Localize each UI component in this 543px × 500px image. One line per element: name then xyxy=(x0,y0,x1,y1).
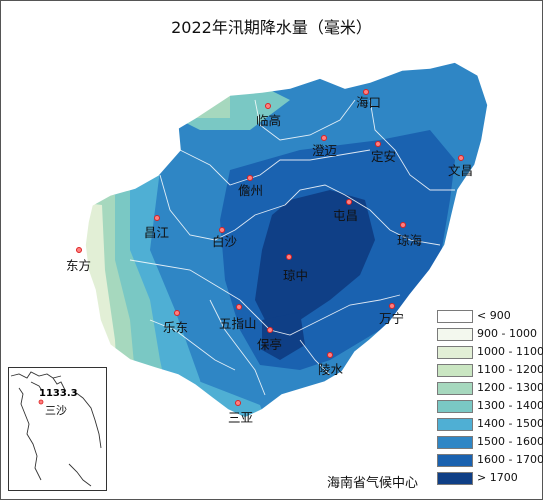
legend-swatch xyxy=(437,418,473,431)
map-title: 2022年汛期降水量（毫米） xyxy=(171,18,372,37)
legend-label: 1000 - 1100 xyxy=(477,345,543,358)
legend-item: 1600 - 1700 xyxy=(437,453,543,468)
credit-label: 海南省气候中心 xyxy=(327,476,419,491)
legend-item: > 1700 xyxy=(437,471,537,486)
legend-label: 1400 - 1500 xyxy=(477,417,543,430)
legend-label: 1600 - 1700 xyxy=(477,453,543,466)
city-label: 澄迈 xyxy=(312,143,338,158)
legend-swatch xyxy=(437,346,473,359)
legend-label: 1100 - 1200 xyxy=(477,363,543,376)
legend-swatch xyxy=(437,382,473,395)
legend-swatch xyxy=(437,454,473,467)
city-label: 五指山 xyxy=(219,316,257,331)
legend-label: 1200 - 1300 xyxy=(477,381,543,394)
sansha-marker xyxy=(38,399,44,405)
legend-item: 1200 - 1300 xyxy=(437,381,543,396)
city-label: 万宁 xyxy=(379,311,405,326)
legend-swatch xyxy=(437,364,473,377)
legend-swatch xyxy=(437,436,473,449)
city-label: 三亚 xyxy=(228,410,254,425)
legend-label: 1300 - 1400 xyxy=(477,399,543,412)
legend-label: 900 - 1000 xyxy=(477,327,537,340)
legend-item: 900 - 1000 xyxy=(437,327,537,342)
inset-value: 1133.3 xyxy=(39,388,78,399)
city-label: 东方 xyxy=(66,258,92,273)
legend-swatch xyxy=(437,400,473,413)
legend-swatch xyxy=(437,310,473,323)
legend-label: > 1700 xyxy=(477,471,518,484)
city-label: 定安 xyxy=(371,149,397,164)
legend-item: 1500 - 1600 xyxy=(437,435,543,450)
legend-item: 1000 - 1100 xyxy=(437,345,543,360)
city-label: 文昌 xyxy=(448,163,474,178)
city-label: 乐东 xyxy=(163,320,189,335)
city-label: 陵水 xyxy=(318,362,344,377)
legend-swatch xyxy=(437,472,473,485)
city-label: 琼中 xyxy=(283,268,309,283)
city-label: 屯昌 xyxy=(333,208,359,223)
city-label: 保亭 xyxy=(257,337,283,352)
legend-label: 1500 - 1600 xyxy=(477,435,543,448)
city-label: 昌江 xyxy=(144,225,170,240)
city-label: 海口 xyxy=(356,95,382,110)
inset-map xyxy=(10,371,102,487)
south-china-sea-inset: 1133.3 三沙 xyxy=(8,367,107,491)
legend-label: < 900 xyxy=(477,309,511,322)
city-label: 白沙 xyxy=(212,234,238,249)
legend-item: 1300 - 1400 xyxy=(437,399,543,414)
legend-item: < 900 xyxy=(437,309,537,324)
inset-label: 三沙 xyxy=(45,404,67,417)
legend-item: 1100 - 1200 xyxy=(437,363,543,378)
legend-swatch xyxy=(437,328,473,341)
city-label: 儋州 xyxy=(238,183,264,198)
city-label: 琼海 xyxy=(397,233,423,248)
city-label: 临高 xyxy=(256,113,282,128)
legend-item: 1400 - 1500 xyxy=(437,417,543,432)
